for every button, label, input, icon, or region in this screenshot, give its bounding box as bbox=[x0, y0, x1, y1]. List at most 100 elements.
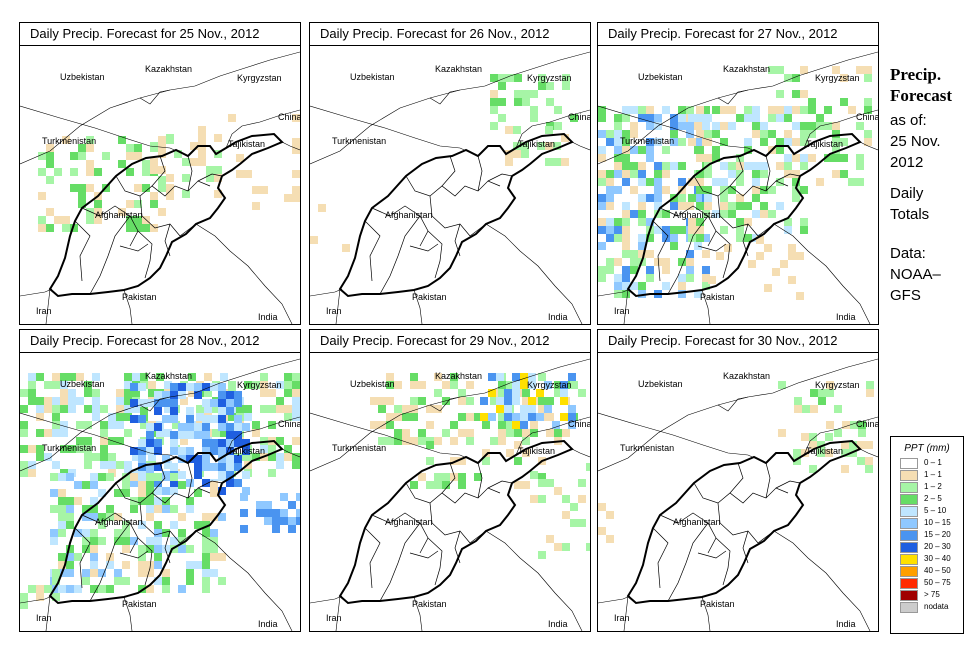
legend-swatch bbox=[900, 458, 918, 469]
precip-cell bbox=[378, 421, 386, 429]
country-label: Tajikistan bbox=[806, 139, 843, 149]
precip-cell bbox=[210, 513, 218, 521]
precip-cell bbox=[418, 437, 426, 445]
precip-cell bbox=[130, 383, 138, 391]
precip-cell bbox=[498, 82, 506, 90]
precip-cell bbox=[38, 224, 46, 232]
precip-cell bbox=[864, 74, 872, 82]
precip-cell bbox=[130, 415, 138, 423]
precip-cell bbox=[817, 449, 825, 457]
precip-cell bbox=[744, 218, 752, 226]
precip-cell bbox=[20, 601, 28, 609]
precip-cell bbox=[130, 537, 138, 545]
precip-cell bbox=[170, 473, 178, 481]
country-label: Tajikistan bbox=[228, 139, 265, 149]
precip-cell bbox=[66, 569, 74, 577]
precip-cell bbox=[202, 529, 210, 537]
precip-cell bbox=[776, 178, 784, 186]
country-border bbox=[859, 448, 878, 458]
precip-cell bbox=[538, 495, 546, 503]
precip-cell bbox=[150, 142, 158, 150]
country-border bbox=[413, 289, 423, 324]
precip-cell bbox=[60, 445, 68, 453]
precip-cell bbox=[776, 202, 784, 210]
country-border bbox=[598, 412, 767, 464]
precip-cell bbox=[538, 479, 546, 487]
precip-cell bbox=[704, 202, 712, 210]
precip-cell bbox=[86, 144, 94, 152]
precip-cell bbox=[252, 421, 260, 429]
precip-cell bbox=[606, 258, 614, 266]
precip-cell bbox=[546, 82, 554, 90]
precip-cell bbox=[614, 274, 622, 282]
precip-cell bbox=[100, 445, 108, 453]
precip-cell bbox=[622, 146, 630, 154]
precip-cell bbox=[720, 162, 728, 170]
precip-cell bbox=[138, 439, 146, 447]
precip-cell bbox=[670, 138, 678, 146]
precip-cell bbox=[386, 437, 394, 445]
precip-cell bbox=[784, 114, 792, 122]
precip-cell bbox=[178, 383, 186, 391]
precip-cell bbox=[824, 106, 832, 114]
precip-cell bbox=[186, 407, 194, 415]
precip-cell bbox=[28, 585, 36, 593]
precip-cell bbox=[530, 421, 538, 429]
country-border bbox=[413, 596, 423, 631]
precip-cell bbox=[162, 455, 170, 463]
precip-cell bbox=[126, 200, 134, 208]
map-afghanistan-2: Uzbekistan Kazakhstan Kyrgyzstan China Turkm… bbox=[310, 51, 590, 324]
precip-cell bbox=[434, 481, 442, 489]
precip-cell bbox=[70, 184, 78, 192]
precip-cell bbox=[776, 106, 784, 114]
precip-cell bbox=[178, 447, 186, 455]
precip-cell bbox=[728, 170, 736, 178]
precip-cell bbox=[434, 405, 442, 413]
precip-cell bbox=[58, 513, 66, 521]
country-border bbox=[20, 412, 189, 464]
precip-cell bbox=[174, 150, 182, 158]
precip-cell bbox=[426, 481, 434, 489]
country-border bbox=[773, 530, 871, 631]
precip-cell bbox=[260, 186, 268, 194]
precip-cell bbox=[720, 186, 728, 194]
province-border bbox=[729, 462, 744, 494]
precip-cell bbox=[92, 405, 100, 413]
precip-cell bbox=[864, 130, 872, 138]
precip-cell bbox=[146, 537, 154, 545]
precip-cell bbox=[817, 441, 825, 449]
country-label: Uzbekistan bbox=[60, 72, 105, 82]
precip-cell bbox=[284, 405, 292, 413]
legend-label: 50 – 75 bbox=[924, 578, 951, 587]
country-border bbox=[20, 288, 53, 297]
precip-cell bbox=[58, 489, 66, 497]
precip-cell bbox=[268, 405, 276, 413]
precip-cell bbox=[704, 154, 712, 162]
precip-cell bbox=[678, 122, 686, 130]
precip-cell bbox=[784, 226, 792, 234]
precip-cell bbox=[162, 577, 170, 585]
precip-cell bbox=[792, 74, 800, 82]
precip-cell bbox=[186, 545, 194, 553]
precip-cell bbox=[20, 461, 28, 469]
precip-cell bbox=[90, 561, 98, 569]
precip-cell bbox=[662, 266, 670, 274]
precip-cell bbox=[704, 130, 712, 138]
precip-cell bbox=[744, 106, 752, 114]
precip-cell bbox=[696, 202, 704, 210]
precip-cell bbox=[702, 282, 710, 290]
precip-cell bbox=[694, 122, 702, 130]
totals-note: Daily Totals bbox=[890, 183, 929, 225]
country-label: Pakistan bbox=[412, 292, 447, 302]
precip-cell bbox=[108, 421, 116, 429]
precip-cell bbox=[654, 226, 662, 234]
precip-cell bbox=[728, 186, 736, 194]
precip-cell bbox=[138, 489, 146, 497]
country-border bbox=[123, 596, 133, 631]
precip-cell bbox=[496, 405, 504, 413]
province-border bbox=[151, 155, 166, 187]
precip-cell bbox=[522, 397, 530, 405]
precip-cell bbox=[646, 106, 654, 114]
precip-cell bbox=[78, 144, 86, 152]
precip-cell bbox=[154, 561, 162, 569]
